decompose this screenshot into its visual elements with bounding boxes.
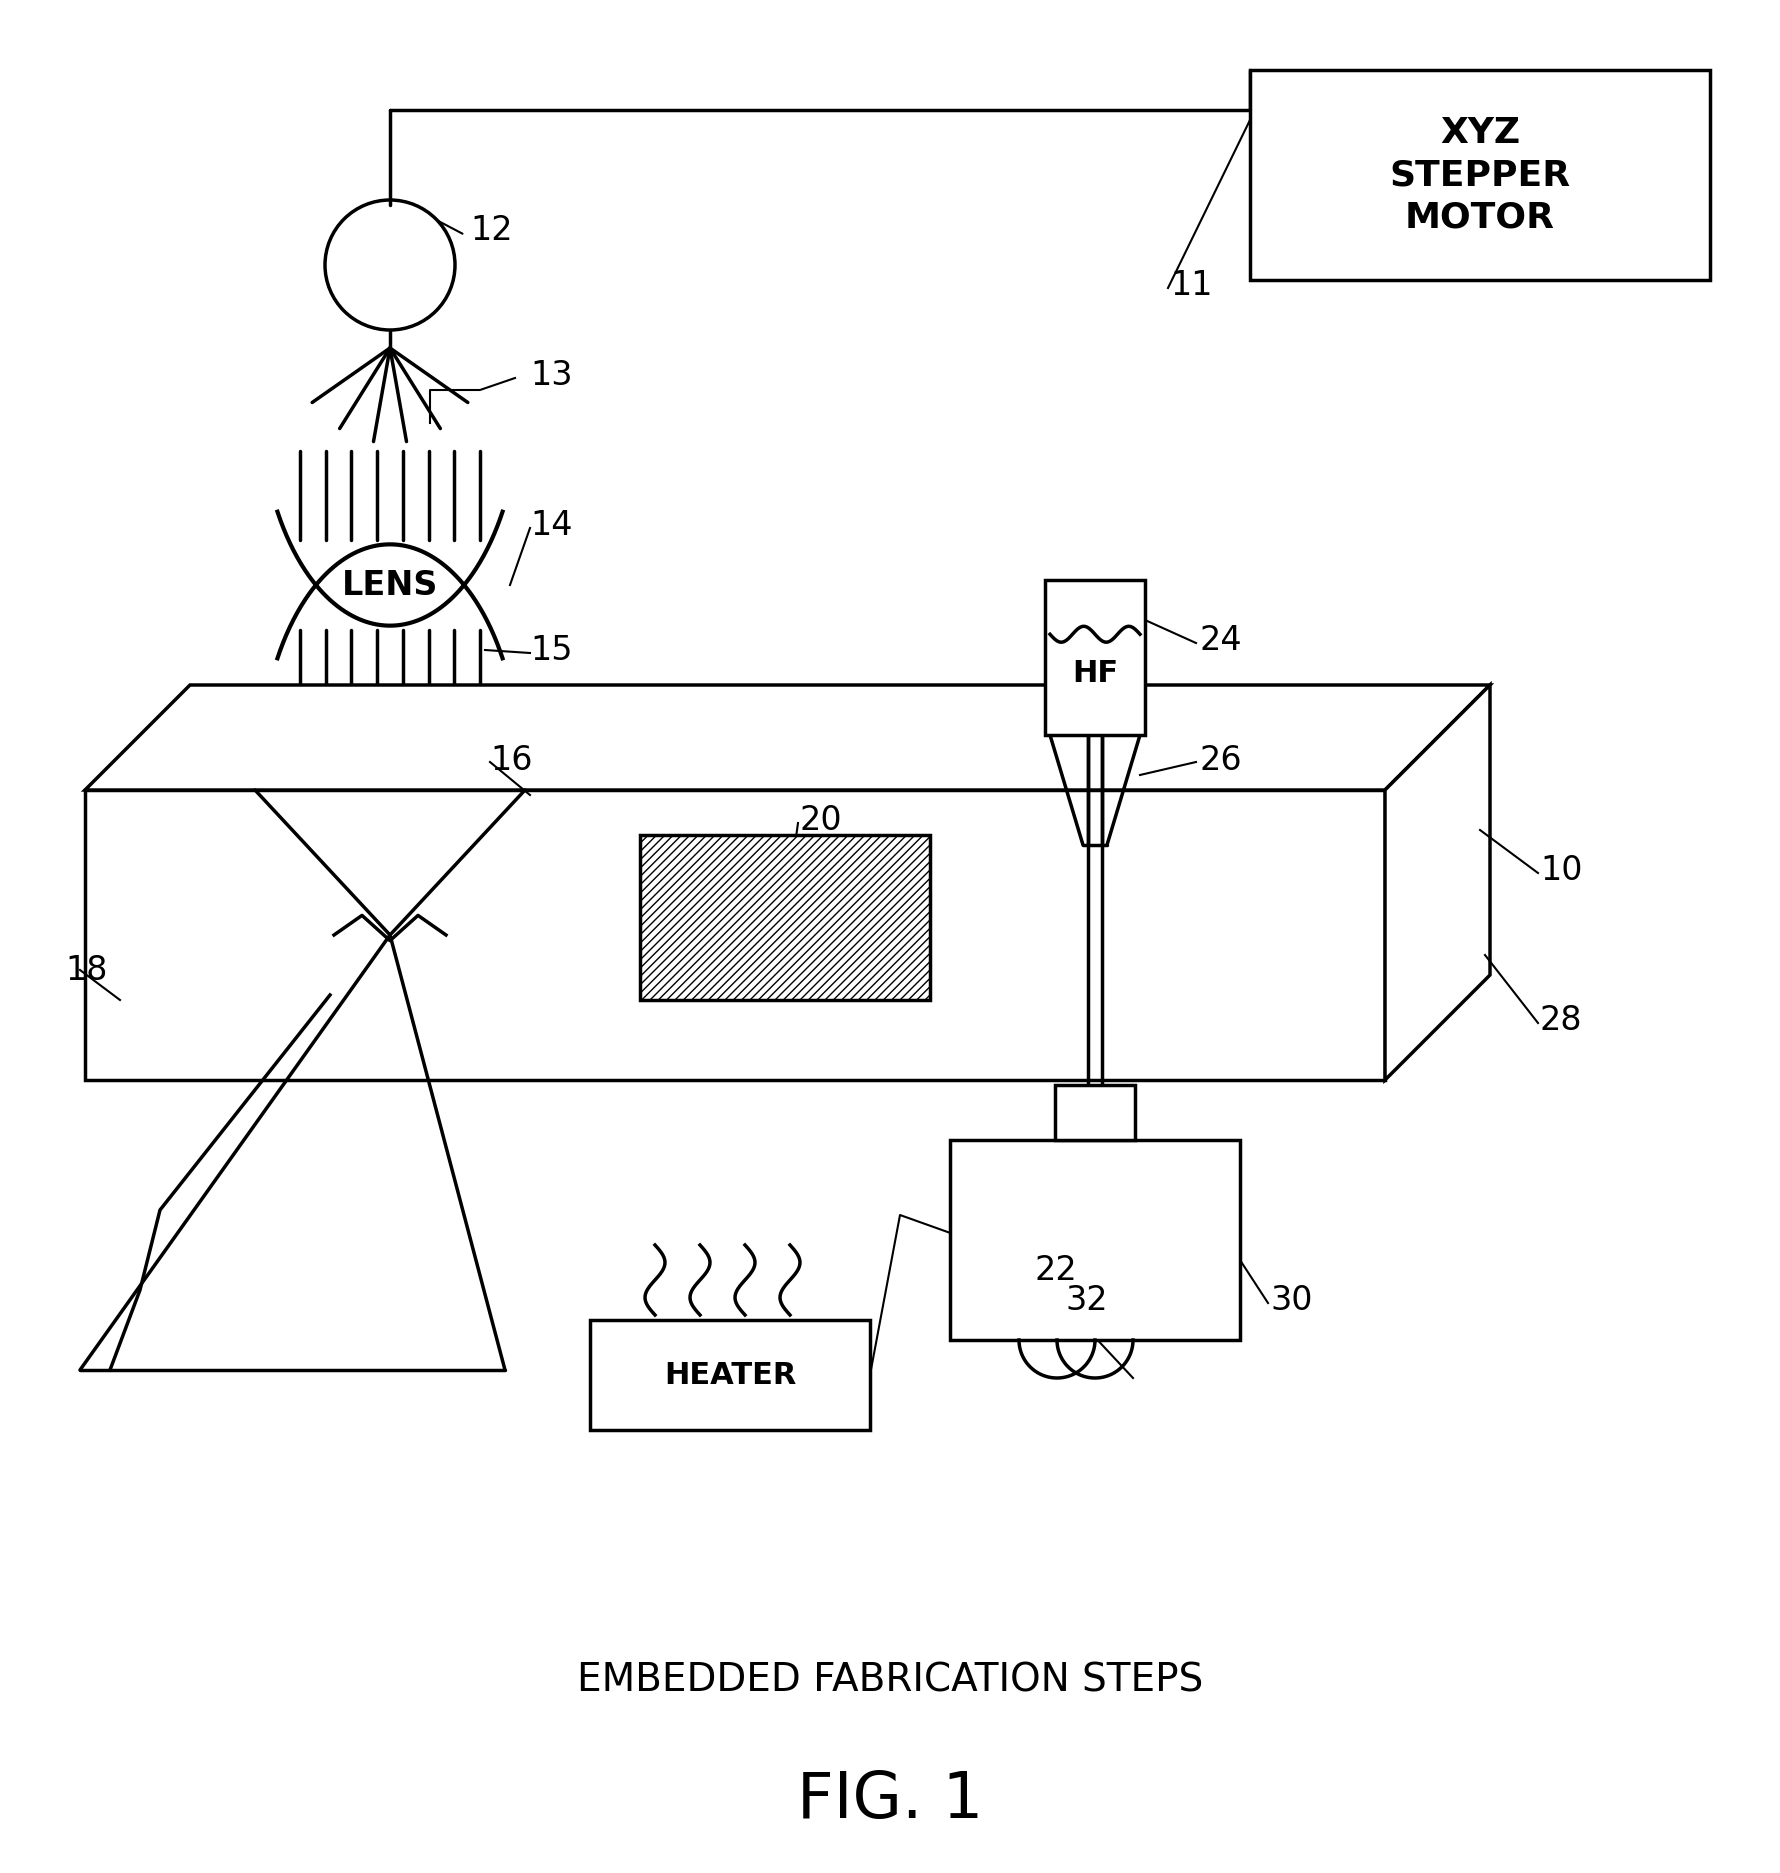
Text: 15: 15 xyxy=(530,633,571,667)
Text: 16: 16 xyxy=(490,744,532,777)
Bar xyxy=(1250,69,1709,279)
Text: HF: HF xyxy=(1072,659,1118,687)
Polygon shape xyxy=(85,686,1490,790)
Text: XYZ
STEPPER
MOTOR: XYZ STEPPER MOTOR xyxy=(1388,116,1570,234)
Bar xyxy=(589,1320,869,1429)
Text: 20: 20 xyxy=(799,804,842,837)
Text: 12: 12 xyxy=(470,214,513,247)
Text: EMBEDDED FABRICATION STEPS: EMBEDDED FABRICATION STEPS xyxy=(577,1661,1203,1699)
Text: 26: 26 xyxy=(1200,744,1242,777)
Text: 24: 24 xyxy=(1200,624,1242,657)
Bar xyxy=(949,1141,1239,1339)
Bar xyxy=(85,790,1385,1081)
Text: 10: 10 xyxy=(1540,854,1582,886)
Bar xyxy=(639,835,929,1000)
Text: 30: 30 xyxy=(1269,1283,1312,1317)
Text: 11: 11 xyxy=(1169,268,1212,302)
Bar xyxy=(1054,1084,1134,1141)
Text: 22: 22 xyxy=(1034,1253,1077,1287)
Text: 18: 18 xyxy=(64,953,107,987)
Text: LENS: LENS xyxy=(342,569,438,601)
Text: 28: 28 xyxy=(1540,1004,1582,1036)
Polygon shape xyxy=(1385,686,1490,1081)
Text: 14: 14 xyxy=(530,508,571,541)
Text: HEATER: HEATER xyxy=(664,1360,796,1390)
Bar xyxy=(1045,581,1145,734)
Text: 13: 13 xyxy=(530,358,571,391)
Text: FIG. 1: FIG. 1 xyxy=(796,1768,983,1832)
Text: 32: 32 xyxy=(1064,1283,1107,1317)
